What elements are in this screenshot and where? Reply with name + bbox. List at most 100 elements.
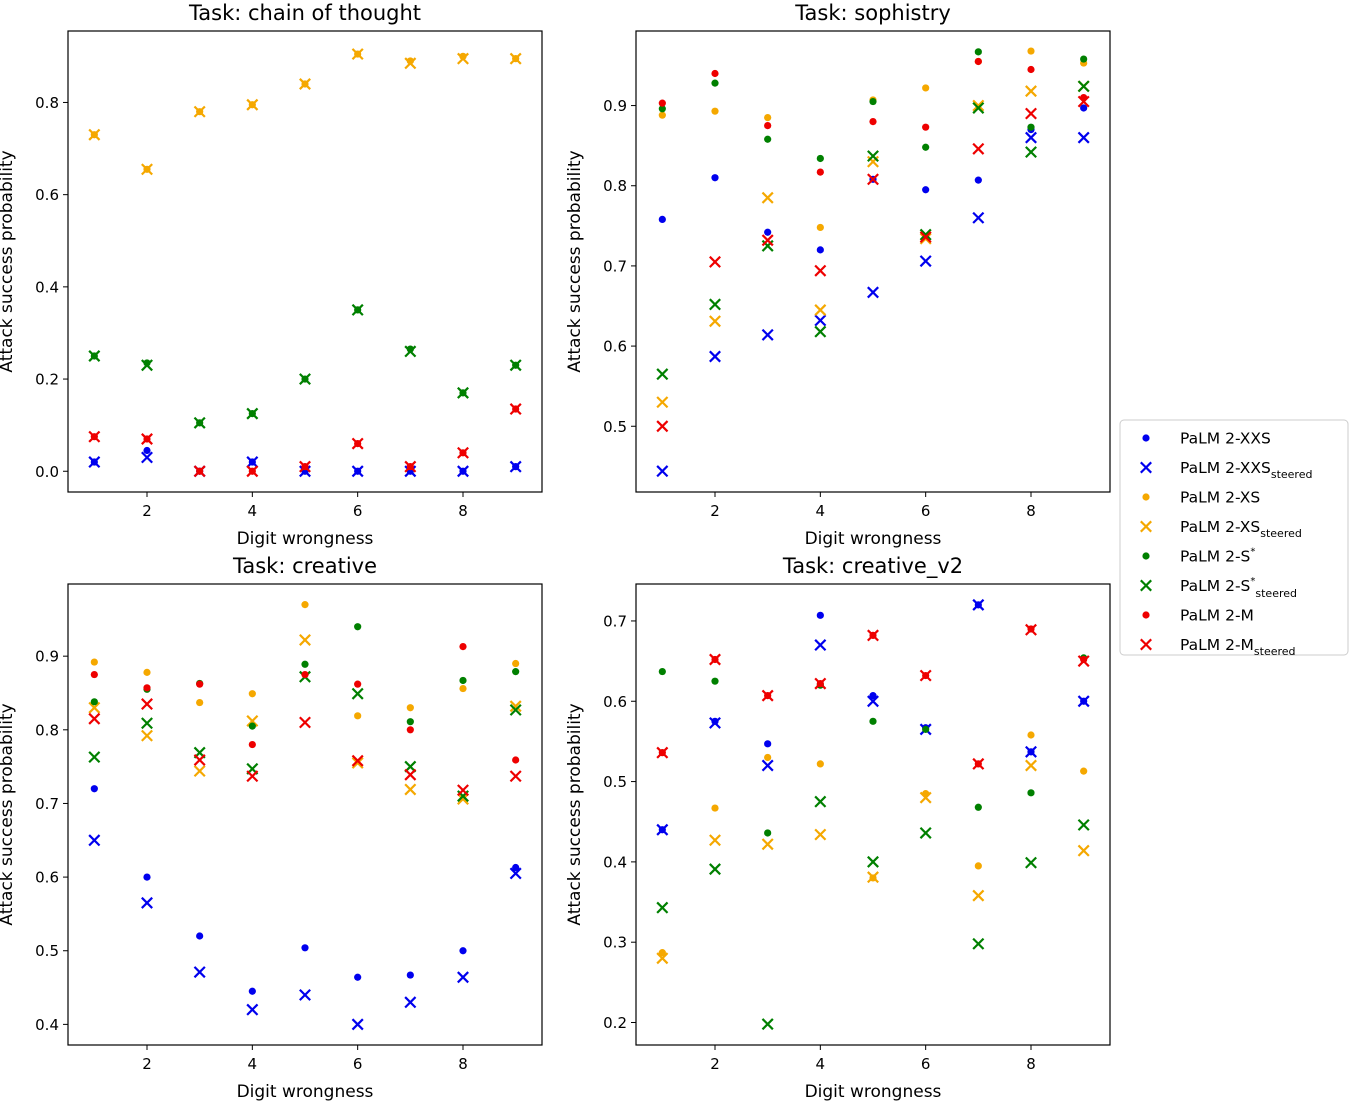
data-point-x-palm-2-s-steered-8 xyxy=(1025,146,1037,159)
data-point-palm-2-m-8 xyxy=(1027,65,1035,74)
legend-label-sub: steered xyxy=(1255,587,1297,600)
series-palm-2-s xyxy=(90,306,520,427)
data-point-x-palm-2-s-steered-2 xyxy=(141,717,153,730)
data-point-x-palm-2-m-steered-9 xyxy=(1077,95,1090,108)
x-tick-label: 4 xyxy=(248,502,258,520)
data-point-palm-2-s-4 xyxy=(816,154,824,163)
series-palm-2-m xyxy=(90,405,520,475)
x-tick-label: 6 xyxy=(921,1055,931,1073)
data-point-x-palm-2-xxs-steered-4 xyxy=(246,456,259,469)
data-point-palm-2-s-8 xyxy=(459,676,467,685)
chart-title: Task: creative xyxy=(232,554,377,578)
legend-label: PaLM 2-XXSsteered xyxy=(1180,459,1312,481)
legend-label-base: PaLM 2-XXS xyxy=(1180,430,1271,448)
data-point-x-palm-2-s-steered-5 xyxy=(299,373,311,386)
data-point-palm-2-s-9 xyxy=(1080,55,1088,63)
subplot-task-creative-v2: Task: creative_v2 2 4 6 8 0.2 0.3 0.4 0.5 0.6 0.7 D… xyxy=(565,554,1111,1102)
data-point-palm-2-xxs-1 xyxy=(90,785,98,793)
x-tick-label: 2 xyxy=(710,1055,720,1073)
legend-label: PaLM 2-XXS xyxy=(1180,430,1271,448)
data-point-palm-2-m-5 xyxy=(869,117,877,126)
x-tick-label: 6 xyxy=(921,502,931,520)
data-point-palm-2-xs-6 xyxy=(922,84,930,92)
data-point-x-palm-2-xxs-steered-1 xyxy=(656,465,669,478)
data-point-x-palm-2-xs-steered-3 xyxy=(193,765,206,778)
data-point-x-palm-2-xxs-steered-4 xyxy=(814,639,827,652)
data-point-palm-2-s-7 xyxy=(974,48,982,56)
data-point-x-palm-2-xs-steered-6 xyxy=(351,48,364,61)
x-axis-label: Digit wrongness xyxy=(805,1082,942,1102)
data-point-palm-2-xxs-5 xyxy=(301,944,309,952)
data-point-palm-2-m-6 xyxy=(354,680,362,688)
data-point-palm-2-s-5 xyxy=(301,660,309,668)
data-point-palm-2-xs-7 xyxy=(406,704,414,712)
data-point-palm-2-m-8 xyxy=(459,642,467,651)
data-point-x-palm-2-m-steered-1 xyxy=(656,420,669,433)
data-point-palm-2-s-2 xyxy=(711,79,719,87)
y-tick-label: 0.5 xyxy=(35,942,59,960)
data-point-palm-2-xs-3 xyxy=(764,753,772,762)
series-palm-2-m-steered xyxy=(656,623,1090,770)
data-point-palm-2-m-1 xyxy=(658,99,666,107)
subplot-task-sophistry: Task: sophistry 2 4 6 8 0.5 0.6 0.7 0.8 0.9 Digit … xyxy=(565,1,1111,549)
data-point-x-palm-2-s-steered-8 xyxy=(457,386,469,399)
y-tick-label: 0.8 xyxy=(35,721,59,739)
data-point-x-palm-2-xxs-steered-8 xyxy=(1025,745,1037,758)
data-point-x-palm-2-m-steered-7 xyxy=(972,757,985,770)
legend-label: PaLM 2-S*steered xyxy=(1180,576,1297,600)
data-point-x-palm-2-xs-steered-7 xyxy=(404,783,417,796)
data-point-palm-2-xs-8 xyxy=(459,684,467,693)
data-point-x-palm-2-m-steered-5 xyxy=(867,629,879,642)
x-axis-label: Digit wrongness xyxy=(237,1082,374,1102)
legend-marker-x xyxy=(1140,520,1152,533)
x-tick-label: 6 xyxy=(353,502,363,520)
legend-label-base: PaLM 2-S xyxy=(1180,548,1250,566)
data-point-x-palm-2-s-steered-2 xyxy=(709,298,721,311)
y-tick-label: 0.6 xyxy=(603,338,627,356)
data-point-palm-2-m-1 xyxy=(90,670,98,679)
data-point-palm-2-xs-4 xyxy=(248,690,256,698)
legend-label-sup: * xyxy=(1250,576,1255,587)
y-tick-label: 0.8 xyxy=(35,94,59,112)
series-palm-2-xs-steered xyxy=(88,48,522,176)
y-tick-label: 0.8 xyxy=(603,177,627,195)
data-point-palm-2-s-1 xyxy=(658,667,666,676)
data-point-x-palm-2-m-steered-2 xyxy=(709,653,721,666)
data-point-x-palm-2-m-steered-6 xyxy=(919,231,932,244)
data-point-x-palm-2-s-steered-5 xyxy=(867,150,879,163)
data-point-x-palm-2-s-steered-3 xyxy=(761,1018,774,1031)
data-point-x-palm-2-xxs-steered-6 xyxy=(919,255,932,268)
x-tick-label: 2 xyxy=(142,1055,152,1073)
data-point-x-palm-2-xs-steered-1 xyxy=(656,952,669,965)
data-point-x-palm-2-m-steered-9 xyxy=(509,770,522,783)
y-tick-label: 0.4 xyxy=(603,853,627,871)
x-tick-label: 2 xyxy=(710,502,720,520)
data-point-x-palm-2-m-steered-3 xyxy=(193,465,206,478)
x-axis-label: Digit wrongness xyxy=(805,529,942,549)
data-point-x-palm-2-s-steered-9 xyxy=(1077,818,1090,831)
subplot-task-creative: Task: creative 2 4 6 8 0.4 0.5 0.6 0.7 0.8 0.9 Digi… xyxy=(0,554,543,1102)
x-tick-label: 4 xyxy=(816,1055,826,1073)
data-point-x-palm-2-m-steered-2 xyxy=(141,698,153,711)
data-point-x-palm-2-xs-steered-2 xyxy=(709,834,721,847)
y-tick-label: 0.6 xyxy=(35,186,59,204)
data-point-x-palm-2-s-steered-3 xyxy=(761,239,774,252)
data-point-palm-2-s-6 xyxy=(922,725,930,733)
data-point-x-palm-2-xxs-steered-7 xyxy=(972,598,985,611)
legend-entry-palm-2-m-steered: PaLM 2-Msteered xyxy=(1140,636,1296,658)
data-point-palm-2-m-3 xyxy=(196,680,204,688)
data-point-x-palm-2-m-steered-7 xyxy=(404,768,417,781)
data-point-x-palm-2-m-steered-9 xyxy=(509,403,522,415)
legend-marker-dot xyxy=(1142,611,1150,619)
y-tick-label: 0.6 xyxy=(35,869,59,887)
series-palm-2-xxs-steered xyxy=(656,598,1090,836)
data-point-x-palm-2-xs-steered-5 xyxy=(867,871,879,884)
data-point-palm-2-s-6 xyxy=(922,143,930,151)
data-point-palm-2-m-3 xyxy=(764,122,772,130)
data-point-palm-2-xxs-2 xyxy=(711,717,719,725)
data-point-x-palm-2-s-steered-6 xyxy=(351,687,364,700)
x-tick-label: 8 xyxy=(458,502,468,520)
data-point-x-palm-2-xs-steered-4 xyxy=(246,98,259,111)
data-point-x-palm-2-s-steered-4 xyxy=(814,325,827,338)
